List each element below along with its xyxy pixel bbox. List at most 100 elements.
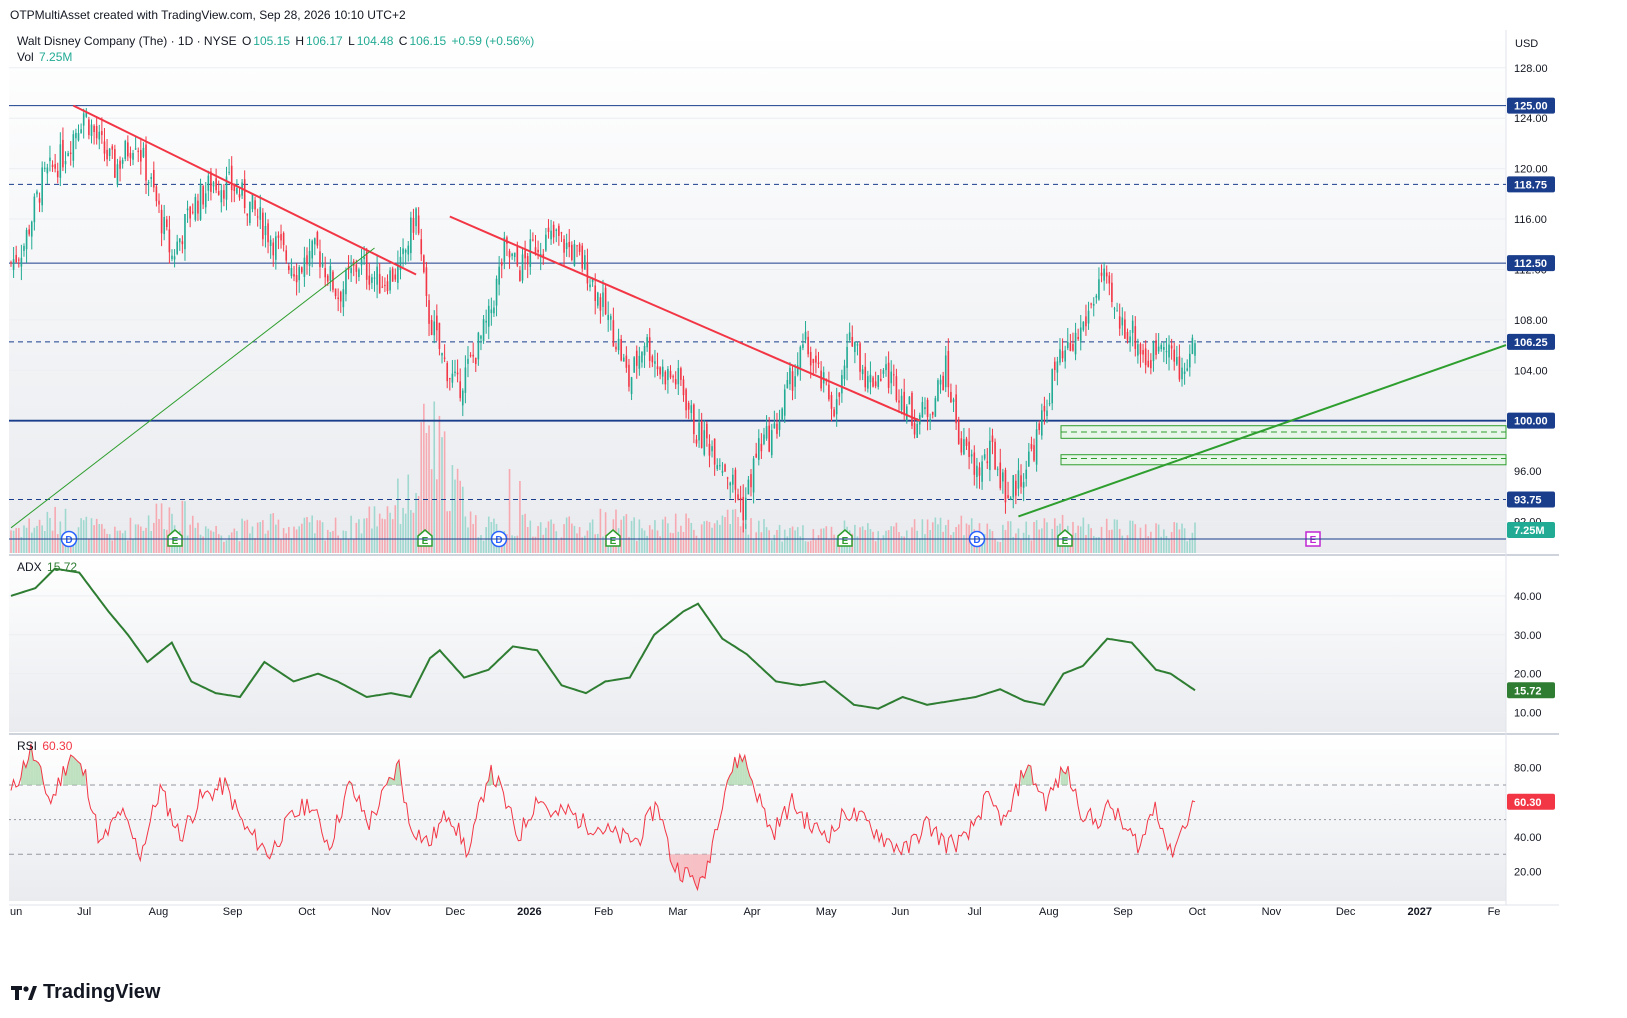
volume-bar: [1189, 538, 1191, 553]
candle-body: [737, 494, 739, 500]
candle-body: [251, 194, 254, 210]
candle-body: [459, 381, 461, 399]
candle-body: [970, 454, 973, 457]
volume-bar: [682, 531, 685, 553]
volume-bar: [861, 526, 864, 553]
volume-bar: [306, 516, 308, 553]
rsi-legend[interactable]: RSI 60.30: [17, 739, 74, 753]
volume-bar: [934, 517, 937, 553]
adx-tick-label: 10.00: [1514, 708, 1542, 720]
candle-body: [965, 438, 968, 446]
volume-bar: [77, 527, 80, 553]
volume-bar: [12, 530, 15, 553]
candle-body: [900, 395, 903, 411]
candle-body: [469, 355, 472, 357]
candle-body: [690, 405, 693, 414]
candle-body: [145, 144, 147, 181]
rsi-oversold-fill: [695, 854, 698, 890]
tradingview-logo[interactable]: TradingView: [11, 981, 160, 1004]
candle-body: [516, 245, 519, 266]
volume-bar: [687, 518, 690, 553]
candle-body: [1137, 344, 1139, 356]
candle-body: [88, 119, 90, 136]
candle-body: [95, 125, 98, 139]
candle-body: [947, 350, 950, 388]
candle-body: [1134, 326, 1137, 349]
volume-bar: [565, 517, 568, 553]
candle-body: [285, 250, 288, 261]
candle-body: [996, 468, 999, 470]
volume-bar: [472, 523, 474, 553]
candle-body: [1157, 346, 1160, 352]
volume-bar: [449, 510, 451, 553]
candle-body: [651, 356, 654, 363]
candle-body: [137, 150, 140, 152]
rsi-oversold-fill: [685, 854, 688, 868]
candle-body: [589, 284, 591, 288]
candle-body: [757, 438, 760, 460]
candle-body: [363, 257, 365, 260]
volume-bar: [661, 519, 664, 553]
candle-body: [817, 362, 820, 364]
candle-body: [1051, 369, 1053, 404]
trendlines[interactable]: [10, 104, 1507, 529]
rsi-overbought-fill: [1028, 765, 1031, 785]
rsi-label: RSI: [17, 739, 38, 753]
volume-bar: [804, 541, 807, 553]
candle-body: [654, 361, 656, 364]
volume-bar: [230, 532, 233, 553]
time-tick-label: Mar: [668, 906, 687, 918]
volume-bar: [332, 530, 334, 553]
candle-body: [449, 378, 451, 380]
volume-bar: [812, 529, 815, 553]
candle-body: [680, 368, 682, 380]
volume-bar: [64, 508, 67, 553]
volume-bar: [20, 536, 23, 553]
time-tick-label: May: [816, 906, 837, 918]
volume-bar: [1015, 533, 1017, 553]
volume-bar: [124, 530, 127, 553]
candle-body: [20, 257, 23, 267]
volume-bar: [28, 518, 30, 553]
candle-body: [545, 234, 547, 251]
candle-body: [15, 254, 17, 263]
candle-body: [638, 355, 641, 369]
level-badge-112.50-bg: [1507, 255, 1555, 272]
candle-body: [306, 255, 308, 265]
volume-bar: [469, 511, 472, 553]
adx-legend[interactable]: ADX 15.72: [17, 560, 79, 574]
volume-bar: [425, 433, 428, 553]
volume-bar: [391, 519, 394, 553]
candle-body: [215, 178, 217, 191]
volume-bar: [895, 522, 898, 553]
volume-legend[interactable]: Vol 7.25M: [17, 50, 74, 64]
candle-body: [93, 125, 95, 133]
candle-body: [786, 379, 789, 389]
volume-bar: [584, 535, 586, 553]
rsi-oversold-fill: [700, 854, 703, 878]
candle-body: [140, 149, 142, 162]
candle-body: [202, 186, 204, 205]
rsi-overbought-fill: [739, 754, 743, 785]
candle-body: [1103, 268, 1105, 281]
candle-body: [672, 376, 674, 378]
volume-bar: [290, 538, 293, 553]
earnings-marker-label: E: [610, 536, 617, 547]
candle-body: [815, 355, 817, 363]
candle-body: [12, 259, 15, 270]
volume-bar: [402, 507, 404, 553]
rsi-tick-label: 80.00: [1514, 763, 1542, 775]
volume-bar: [246, 519, 249, 553]
candle-body: [85, 112, 88, 117]
candle-body: [586, 262, 589, 284]
volume-bar: [615, 509, 617, 553]
candle-body: [615, 346, 617, 350]
candle-body: [682, 379, 685, 396]
earnings-marker: [167, 529, 183, 547]
candle-body: [968, 441, 970, 457]
volume-bar: [150, 531, 153, 553]
